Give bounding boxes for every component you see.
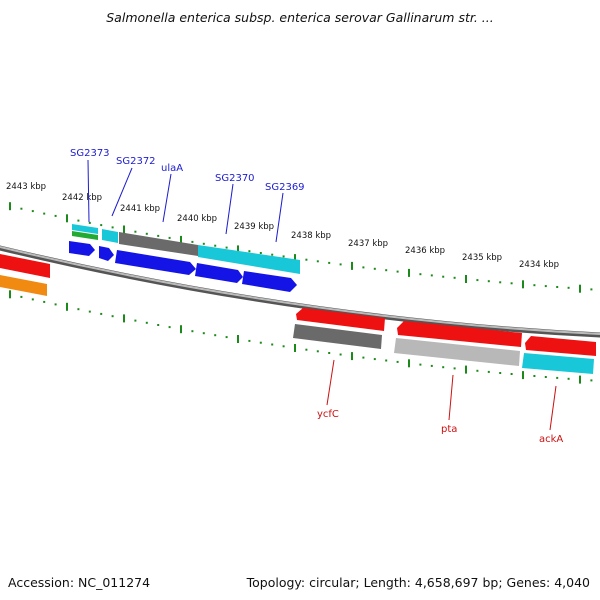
gene-leader-line [275, 192, 284, 243]
gene-arrow-blue[interactable] [115, 250, 196, 275]
upper-scale-ticks [9, 202, 593, 293]
gene-arrow-lightgray[interactable] [394, 338, 520, 366]
kbp-label: 2443 kbp [6, 182, 46, 192]
gene-label-forward[interactable]: SG2373 [70, 148, 110, 159]
kbp-label: 2436 kbp [405, 246, 445, 256]
gene-leader-line [326, 359, 335, 406]
gene-arrow-blue[interactable] [69, 241, 95, 256]
gene-arrow-green[interactable] [72, 231, 98, 240]
gene-label-forward[interactable]: SG2372 [116, 156, 156, 167]
map-title: Salmonella enterica subsp. enterica sero… [106, 10, 494, 25]
gene-leader-line [549, 385, 557, 431]
gene-leader-line [225, 183, 234, 235]
gene-label-reverse[interactable]: pta [441, 424, 457, 435]
gene-arrow-darkgray[interactable] [293, 324, 382, 349]
gene-arrow-blue[interactable] [242, 271, 297, 292]
gene-leader-line [162, 173, 172, 223]
lower-scale-ticks [9, 290, 593, 384]
gene-label-reverse[interactable]: ycfC [317, 409, 339, 420]
gene-label-reverse[interactable]: ackA [539, 434, 563, 445]
gene-arrow-red[interactable] [0, 254, 50, 278]
gene-arrow-cyan[interactable] [102, 229, 118, 243]
gene-arrow-red[interactable] [296, 308, 385, 331]
gene-label-forward[interactable]: SG2370 [215, 173, 255, 184]
gene-arrow-red[interactable] [525, 336, 596, 356]
kbp-label: 2440 kbp [177, 214, 217, 224]
gene-arrow-cyan[interactable] [198, 245, 300, 274]
gene-leader-line [87, 159, 90, 223]
kbp-label: 2439 kbp [234, 222, 274, 232]
gene-arrow-blue[interactable] [99, 246, 114, 261]
gene-label-forward[interactable]: ulaA [161, 163, 183, 174]
gene-arrow-cyan[interactable] [522, 353, 594, 374]
genome-summary-text: Topology: circular; Length: 4,658,697 bp… [246, 575, 590, 590]
kbp-label: 2437 kbp [348, 239, 388, 249]
gene-leader-line [111, 167, 133, 217]
accession-text: Accession: NC_011274 [8, 575, 151, 590]
gene-arrow-red[interactable] [397, 321, 522, 347]
kbp-label: 2435 kbp [462, 253, 502, 263]
kbp-label: 2441 kbp [120, 204, 160, 214]
gene-arrow-orange[interactable] [0, 275, 47, 296]
kbp-label: 2442 kbp [62, 193, 102, 203]
kbp-label: 2434 kbp [519, 260, 559, 270]
kbp-label: 2438 kbp [291, 231, 331, 241]
gene-arrow-darkgray[interactable] [119, 232, 198, 256]
gene-arrow-cyan[interactable] [72, 224, 98, 234]
gene-label-forward[interactable]: SG2369 [265, 182, 305, 193]
gene-arrow-blue[interactable] [195, 263, 243, 283]
genome-backbone-highlight [0, 246, 600, 335]
gene-leader-line [448, 374, 454, 421]
